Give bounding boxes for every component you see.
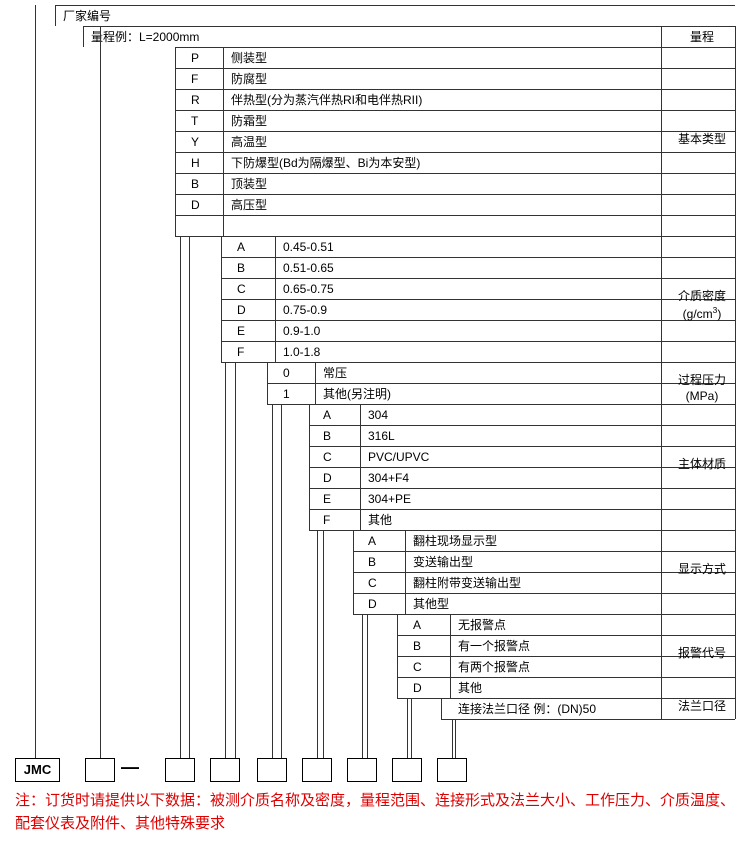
order-note: 注：订货时请提供以下数据：被测介质名称及密度，量程范围、连接形式及法兰大小、工作…	[15, 790, 735, 835]
selector-slot-2[interactable]	[210, 758, 240, 782]
rlabel-range: 量程	[667, 30, 737, 46]
selector-slot-7[interactable]	[437, 758, 467, 782]
group-label-2: 过程压力(MPa)	[667, 373, 737, 404]
jmc-box: JMC	[15, 758, 60, 782]
selector-slot-3[interactable]	[257, 758, 287, 782]
group-label-0: 基本类型	[667, 132, 737, 148]
selector-slot-0[interactable]	[85, 758, 115, 782]
selector-slot-4[interactable]	[302, 758, 332, 782]
selector-slot-5[interactable]	[347, 758, 377, 782]
selector-slot-6[interactable]	[392, 758, 422, 782]
selector-slot-1[interactable]	[165, 758, 195, 782]
group-label-4: 显示方式	[667, 562, 737, 578]
group-label-5: 报警代号	[667, 646, 737, 662]
group-label-3: 主体材质	[667, 457, 737, 473]
group-label-1: 介质密度(g/cm3)	[667, 289, 737, 322]
group-label-6: 法兰口径	[667, 699, 737, 715]
